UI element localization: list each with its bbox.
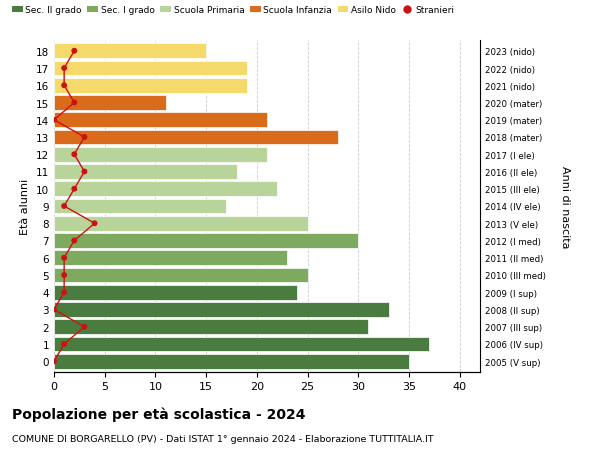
- Bar: [54, 285, 298, 300]
- Point: [80, 168, 89, 176]
- Point: [59, 341, 69, 348]
- Point: [70, 100, 79, 107]
- Bar: [54, 79, 247, 93]
- Bar: [54, 337, 429, 352]
- Bar: [54, 354, 409, 369]
- Text: Popolazione per età scolastica - 2024: Popolazione per età scolastica - 2024: [12, 406, 305, 421]
- Point: [70, 48, 79, 55]
- Point: [59, 254, 69, 262]
- Legend: Sec. II grado, Sec. I grado, Scuola Primaria, Scuola Infanzia, Asilo Nido, Stran: Sec. II grado, Sec. I grado, Scuola Prim…: [8, 3, 458, 19]
- Point: [59, 65, 69, 73]
- Bar: [54, 234, 358, 248]
- Point: [80, 134, 89, 141]
- Point: [70, 151, 79, 158]
- Bar: [54, 217, 308, 231]
- Bar: [54, 320, 368, 334]
- Point: [80, 323, 89, 330]
- Point: [70, 185, 79, 193]
- Point: [59, 289, 69, 297]
- Bar: [54, 251, 287, 265]
- Y-axis label: Età alunni: Età alunni: [20, 179, 31, 235]
- Point: [59, 272, 69, 279]
- Bar: [54, 62, 247, 76]
- Point: [59, 203, 69, 210]
- Bar: [54, 130, 338, 145]
- Point: [70, 237, 79, 245]
- Point: [49, 306, 59, 313]
- Point: [59, 83, 69, 90]
- Point: [49, 358, 59, 365]
- Bar: [54, 113, 267, 128]
- Point: [90, 220, 100, 227]
- Bar: [54, 182, 277, 196]
- Bar: [54, 268, 308, 283]
- Bar: [54, 96, 166, 111]
- Bar: [54, 302, 389, 317]
- Y-axis label: Anni di nascita: Anni di nascita: [560, 165, 569, 248]
- Bar: [54, 199, 226, 214]
- Text: COMUNE DI BORGARELLO (PV) - Dati ISTAT 1° gennaio 2024 - Elaborazione TUTTITALIA: COMUNE DI BORGARELLO (PV) - Dati ISTAT 1…: [12, 434, 434, 443]
- Bar: [54, 45, 206, 59]
- Bar: [54, 165, 236, 179]
- Bar: [54, 148, 267, 162]
- Point: [49, 117, 59, 124]
